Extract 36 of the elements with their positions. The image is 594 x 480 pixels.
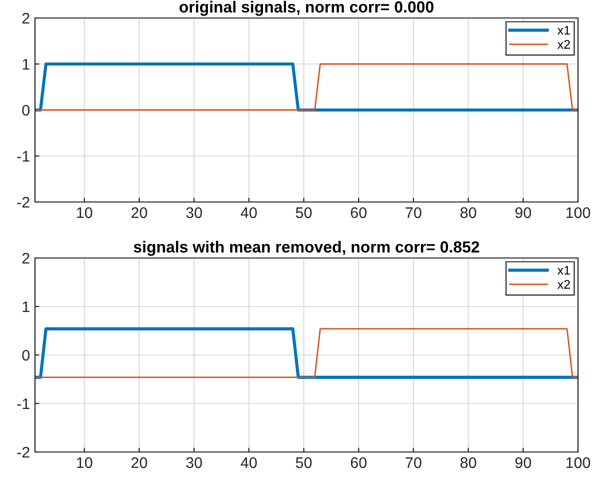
x-tick-label: 60	[350, 457, 367, 468]
x-tick-label: 50	[296, 207, 312, 218]
chart-title: original signals, norm corr= 0.000	[180, 0, 434, 16]
x-tick-label: 70	[406, 457, 422, 468]
x-tick-label: 90	[515, 207, 532, 218]
y-tick-label: 2	[22, 252, 30, 264]
x-tick-label: 20	[131, 207, 148, 218]
x-tick-label: 80	[460, 457, 476, 468]
y-tick-label: -1	[17, 151, 30, 162]
y-tick-label: -2	[17, 446, 30, 458]
y-tick-label: 0	[22, 104, 30, 116]
x-tick-label: 10	[77, 457, 92, 468]
legend-label: x1	[557, 26, 570, 35]
x-tick-label: 40	[240, 457, 257, 468]
legend-label: x2	[557, 40, 570, 49]
legend-label: x1	[557, 266, 570, 275]
x-tick-label: 100	[566, 207, 590, 218]
x-tick-label: 70	[406, 207, 422, 218]
x-tick-label: 30	[186, 457, 202, 468]
y-tick-label: 1	[22, 302, 30, 312]
x-tick-label: 20	[131, 457, 148, 468]
legend-label: x2	[557, 280, 570, 289]
chart-title: signals with mean removed, norm corr= 0.852	[134, 240, 480, 256]
x-tick-label: 50	[296, 457, 312, 468]
x-tick-label: 100	[566, 457, 590, 468]
y-tick-label: -2	[17, 196, 30, 208]
y-tick-label: 0	[22, 350, 30, 361]
x-tick-label: 80	[460, 207, 476, 218]
x-tick-label: 30	[186, 207, 202, 218]
y-tick-label: 1	[22, 59, 30, 70]
y-tick-label: 2	[22, 12, 30, 24]
x-tick-label: 90	[515, 457, 532, 468]
x-tick-label: 10	[77, 207, 92, 218]
x-tick-label: 60	[350, 207, 367, 218]
x-tick-label: 40	[240, 207, 257, 218]
y-tick-label: -1	[17, 398, 30, 410]
